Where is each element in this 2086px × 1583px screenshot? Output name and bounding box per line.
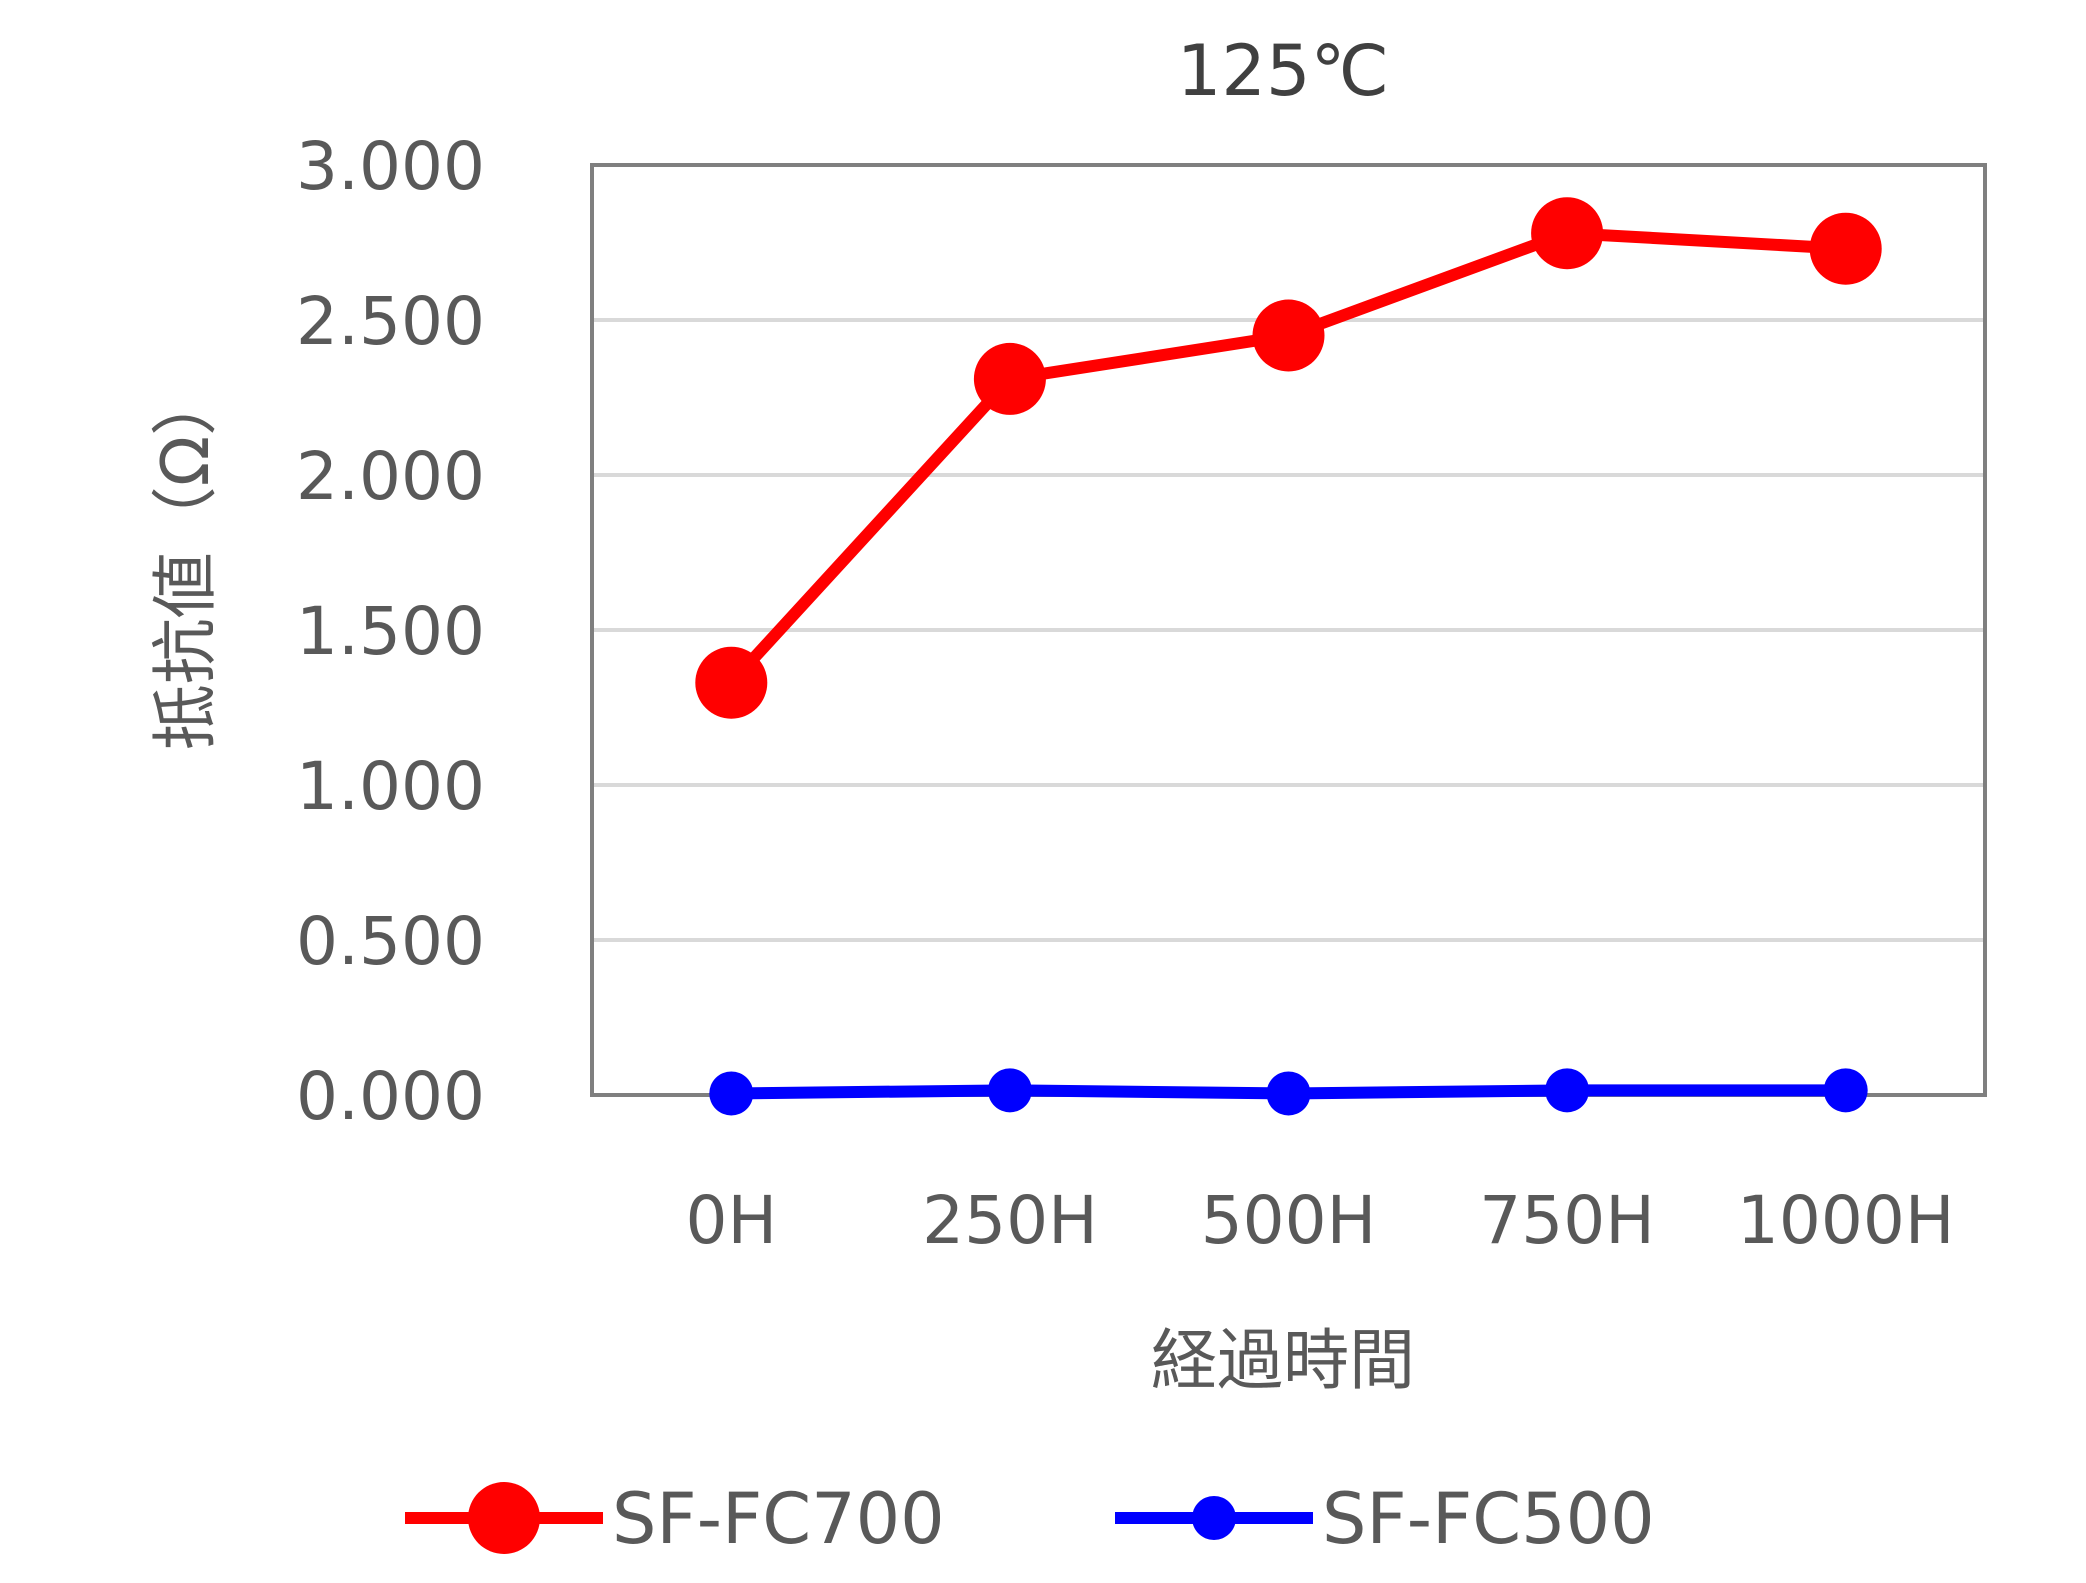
x-axis-title: 経過時間: [1151, 1322, 1415, 1399]
data-point: [987, 1068, 1032, 1113]
data-point: [1531, 197, 1604, 270]
y-tick-label: 3.000: [296, 128, 485, 205]
data-point: [1252, 299, 1325, 372]
x-tick-label: 1000H: [1737, 1182, 1955, 1259]
data-point: [1266, 1071, 1311, 1116]
y-axis-title: 抵抗値（Ω）: [147, 370, 224, 750]
legend-label: SF-FC700: [612, 1478, 945, 1560]
legend-label: SF-FC500: [1322, 1478, 1655, 1560]
legend-marker: [1192, 1496, 1236, 1540]
y-tick-label: 1.000: [296, 748, 485, 825]
data-point: [1823, 1068, 1868, 1113]
y-tick-label: 0.500: [296, 903, 485, 980]
data-point: [1809, 212, 1882, 285]
series-layer: [695, 197, 1882, 1116]
x-tick-label: 0H: [685, 1182, 777, 1259]
data-point: [1545, 1068, 1590, 1113]
y-tick-label: 2.000: [296, 438, 485, 515]
data-point: [973, 342, 1046, 415]
series-sf-fc500: [709, 1068, 1868, 1116]
y-tick-label: 2.500: [296, 283, 485, 360]
legend-marker: [468, 1482, 540, 1554]
y-tick-label: 1.500: [296, 593, 485, 670]
gridlines: [592, 318, 1985, 942]
legend-item-sf-fc700: SF-FC700: [405, 1478, 945, 1560]
data-point: [709, 1071, 754, 1116]
series-sf-fc700: [695, 197, 1882, 719]
legend: SF-FC700 SF-FC500: [405, 1478, 1655, 1560]
chart-title: 125℃: [1177, 30, 1389, 112]
x-axis-tick-labels: 0H 250H 500H 750H 1000H: [685, 1182, 1954, 1259]
x-tick-label: 500H: [1201, 1182, 1377, 1259]
legend-item-sf-fc500: SF-FC500: [1115, 1478, 1655, 1560]
y-tick-label: 0.000: [296, 1058, 485, 1135]
x-tick-label: 750H: [1479, 1182, 1655, 1259]
x-tick-label: 250H: [922, 1182, 1098, 1259]
data-point: [695, 646, 768, 719]
y-axis-tick-labels: 0.000 0.500 1.000 1.500 2.000 2.500 3.000: [296, 128, 485, 1135]
